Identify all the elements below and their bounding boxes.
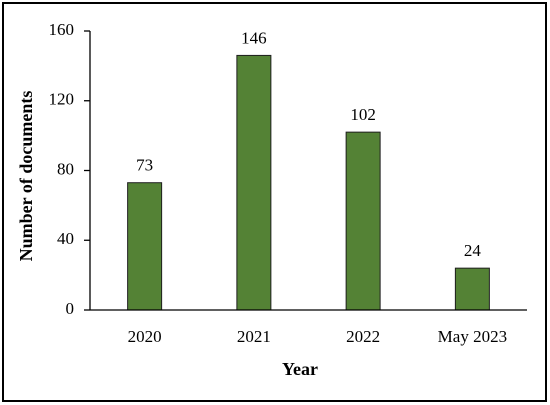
value-label: 73 [136,156,153,175]
y-tick-label: 120 [49,90,75,109]
y-axis-title: Number of documents [16,91,36,262]
bar [454,267,490,311]
bar [236,54,272,311]
y-tick-label: 80 [57,159,74,178]
x-tick-label: May 2023 [438,327,507,346]
x-tick-label: 2021 [237,327,271,346]
x-axis-title: Year [282,359,318,379]
y-tick-label: 0 [66,299,75,318]
value-label: 146 [241,28,267,47]
value-label: 24 [464,241,482,260]
y-tick-label: 40 [57,229,74,248]
bar [345,131,381,311]
chart-border [2,2,547,402]
x-tick-label: 2020 [128,327,162,346]
bar [127,182,163,311]
x-tick-label: 2022 [346,327,380,346]
y-tick-label: 160 [49,20,75,39]
value-label: 102 [350,105,376,124]
